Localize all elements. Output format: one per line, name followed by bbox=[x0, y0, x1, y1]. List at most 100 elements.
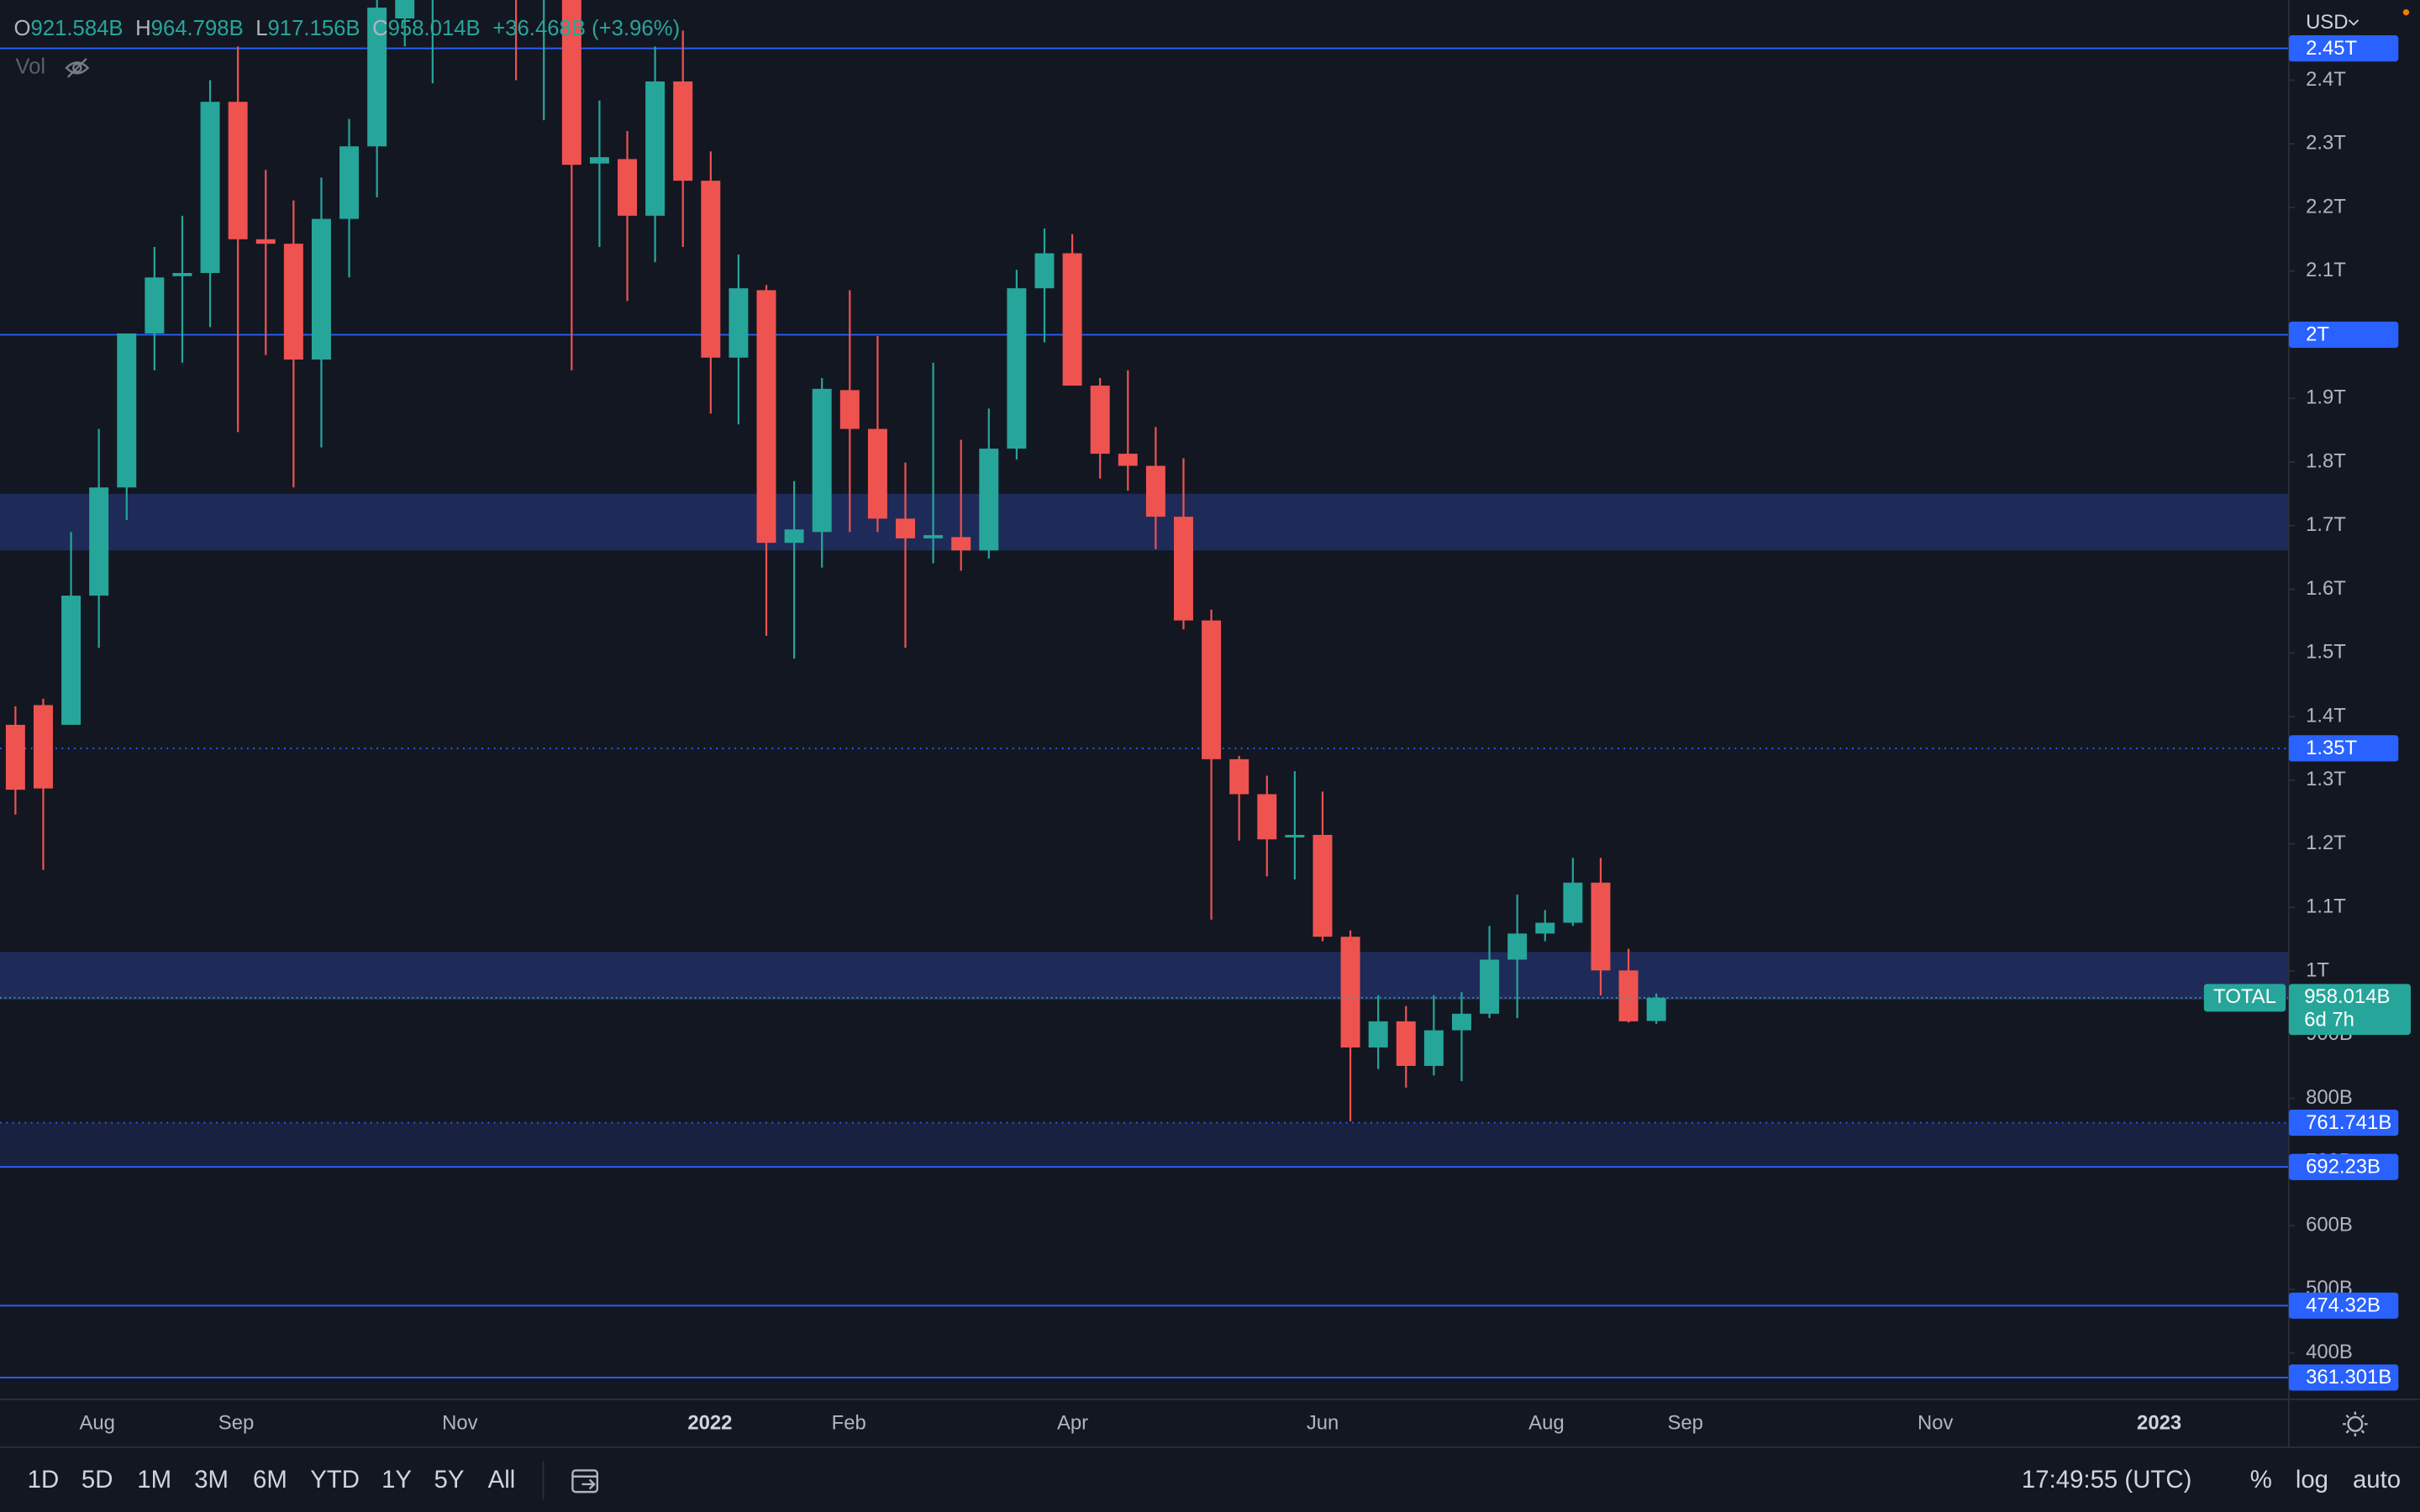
candle-body bbox=[1507, 933, 1528, 960]
x-tick-label: Sep bbox=[218, 1412, 254, 1435]
candle-body bbox=[1313, 834, 1333, 937]
candle-body bbox=[1034, 253, 1055, 289]
hide-icon[interactable] bbox=[65, 57, 90, 78]
x-tick-label: Nov bbox=[1918, 1412, 1954, 1435]
candle-body bbox=[1591, 882, 1611, 971]
status-dot bbox=[2402, 9, 2410, 16]
range-button[interactable]: 5Y bbox=[434, 1466, 465, 1494]
currency[interactable]: USD bbox=[2306, 11, 2348, 34]
x-tick-label: Sep bbox=[1667, 1412, 1702, 1435]
calendar-icon[interactable] bbox=[571, 1469, 599, 1494]
zones bbox=[0, 493, 2289, 1168]
currency-chevron[interactable] bbox=[2348, 19, 2360, 26]
range-button[interactable]: 6M bbox=[253, 1466, 287, 1494]
candle-body bbox=[1174, 517, 1193, 621]
level-label: 2.45T bbox=[2306, 37, 2357, 60]
last-price-box bbox=[2288, 984, 2411, 1035]
candle-body bbox=[923, 535, 944, 538]
candle-body bbox=[1340, 937, 1360, 1047]
candle-body bbox=[896, 518, 915, 538]
ohlc-header: O921.584B H964.798B L917.156B C958.014B … bbox=[14, 17, 681, 40]
y-tick-label: 1T bbox=[2306, 958, 2329, 981]
y-tick-label: 1.1T bbox=[2306, 895, 2346, 918]
header-value: 917.156B bbox=[268, 17, 360, 40]
header-value: 921.584B bbox=[31, 17, 124, 40]
level-label-box bbox=[2288, 34, 2399, 62]
candle-body bbox=[1480, 959, 1500, 1014]
candle-body bbox=[1423, 1030, 1444, 1066]
y-tick-label: 1.4T bbox=[2306, 704, 2346, 727]
candle-body bbox=[1229, 759, 1249, 795]
candle-body bbox=[61, 596, 82, 725]
y-tick-label: 1.5T bbox=[2306, 641, 2346, 664]
candle-body bbox=[673, 81, 693, 181]
candle-body bbox=[979, 449, 999, 551]
level-label-box bbox=[2288, 1292, 2399, 1319]
range-button[interactable]: 3M bbox=[194, 1466, 229, 1494]
x-tick-label: Apr bbox=[1057, 1412, 1088, 1435]
candle-body bbox=[1368, 1021, 1388, 1047]
header-value: 958.014B bbox=[388, 17, 481, 40]
y-tick-label: 400B bbox=[2306, 1341, 2353, 1363]
level-label: 1.35T bbox=[2306, 737, 2357, 759]
level-label-box bbox=[2288, 735, 2399, 762]
candle-body bbox=[589, 157, 609, 164]
toolbar: 1D 5D 1M 3M 6M YTD 1Y 5Y All bbox=[28, 1466, 516, 1494]
range-button[interactable]: 5D bbox=[82, 1466, 113, 1494]
candle-body bbox=[812, 388, 832, 533]
candle-body bbox=[367, 8, 387, 147]
y-tick-label: 2.4T bbox=[2306, 68, 2346, 91]
range-button[interactable]: 1M bbox=[137, 1466, 171, 1494]
candle-body bbox=[33, 705, 53, 789]
candle-body bbox=[1535, 922, 1555, 934]
candle-body bbox=[618, 159, 638, 216]
candle-body bbox=[561, 0, 581, 165]
x-tick-label: Jun bbox=[1307, 1412, 1339, 1435]
candles bbox=[0, 0, 2289, 1121]
range-button[interactable]: All bbox=[488, 1466, 516, 1494]
candle-body bbox=[1007, 288, 1027, 449]
level-label: 2T bbox=[2306, 323, 2329, 346]
level-label: 692.23B bbox=[2306, 1155, 2381, 1178]
candle-body bbox=[395, 0, 415, 18]
level-label-box bbox=[2288, 1153, 2399, 1180]
x-tick-label: Aug bbox=[1528, 1412, 1564, 1435]
level-label-box bbox=[2288, 1109, 2399, 1137]
candle-body bbox=[145, 277, 165, 333]
y-tick-label: 1.9T bbox=[2306, 386, 2346, 409]
candle-body bbox=[951, 537, 971, 551]
candle-body bbox=[172, 273, 192, 276]
range-button[interactable]: 1Y bbox=[381, 1466, 412, 1494]
x-tick-label: Nov bbox=[442, 1412, 477, 1435]
candle-body bbox=[1090, 386, 1110, 454]
candle-body bbox=[311, 218, 331, 360]
x-tick-label: Aug bbox=[79, 1412, 114, 1435]
log-toggle[interactable]: log bbox=[2296, 1466, 2328, 1494]
y-tick-label: 1.2T bbox=[2306, 832, 2346, 854]
last-price-label: 958.014B bbox=[2304, 985, 2390, 1008]
header-label: C bbox=[372, 17, 388, 40]
candle-body bbox=[1618, 970, 1639, 1021]
range-button[interactable]: YTD bbox=[310, 1466, 360, 1494]
header-label: L bbox=[255, 17, 267, 40]
settings-icon[interactable] bbox=[2343, 1411, 2368, 1436]
level-label: 474.32B bbox=[2306, 1294, 2381, 1317]
volume-indicator[interactable]: Vol bbox=[15, 55, 45, 79]
x-tick-label: 2022 bbox=[687, 1412, 732, 1435]
candle-body bbox=[1396, 1021, 1416, 1066]
symbol-label: TOTAL bbox=[2213, 985, 2276, 1008]
auto-toggle[interactable]: auto bbox=[2353, 1466, 2401, 1494]
countdown: 6d 7h bbox=[2304, 1009, 2354, 1032]
candle-body bbox=[117, 333, 137, 488]
candle-body bbox=[756, 290, 776, 543]
clock[interactable]: 17:49:55 (UTC) bbox=[2022, 1466, 2191, 1494]
candle-body bbox=[1118, 454, 1138, 466]
zone bbox=[0, 952, 2289, 1000]
y-tick-label: 600B bbox=[2306, 1213, 2353, 1236]
level-label: 361.301B bbox=[2306, 1366, 2391, 1389]
y-tick-label: 2.1T bbox=[2306, 259, 2346, 281]
percent-toggle[interactable]: % bbox=[2250, 1466, 2272, 1494]
range-button[interactable]: 1D bbox=[28, 1466, 60, 1494]
